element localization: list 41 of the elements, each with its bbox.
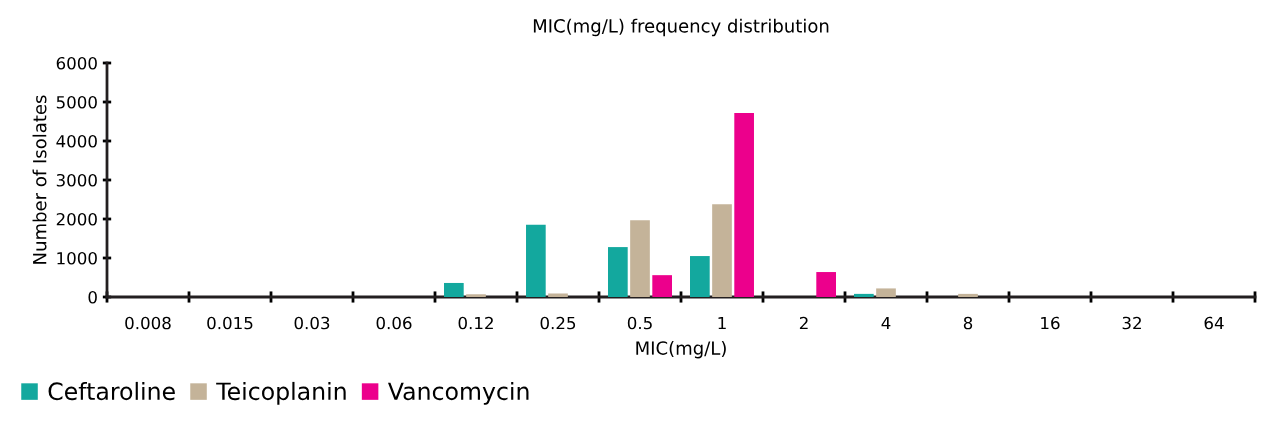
y-axis-title: Number of Isolates xyxy=(32,95,47,264)
x-tick-label: 0.03 xyxy=(294,316,330,330)
bar xyxy=(466,294,486,297)
bar xyxy=(690,256,710,297)
legend-label: Ceftaroline xyxy=(48,381,175,401)
x-tick-label: 64 xyxy=(1204,316,1224,330)
x-tick-label: 4 xyxy=(881,316,891,330)
legend-label: Vancomycin xyxy=(387,381,529,405)
y-tick-label: 5000 xyxy=(56,95,97,109)
y-tick-label: 1000 xyxy=(57,251,97,265)
bar xyxy=(548,293,568,297)
y-tick-label: 3000 xyxy=(56,173,97,187)
x-tick-label: 16 xyxy=(1041,316,1060,330)
x-tick-label: 0.25 xyxy=(540,316,576,330)
bar xyxy=(876,288,896,297)
bar xyxy=(816,272,836,297)
x-tick-label: 0.015 xyxy=(207,316,253,330)
bar xyxy=(630,220,650,297)
bar xyxy=(526,224,546,297)
legend-label: Teicoplanin xyxy=(216,381,346,405)
x-tick-label: 32 xyxy=(1122,316,1141,330)
x-tick-label: 0.06 xyxy=(376,316,412,330)
y-tick-label: 2000 xyxy=(56,212,97,226)
bar xyxy=(444,282,464,297)
x-tick-label: 0.5 xyxy=(627,316,652,330)
bar xyxy=(608,247,628,297)
chart-title: MIC(mg/L) frequency distribution xyxy=(533,18,829,37)
x-axis-title: MIC(mg/L) xyxy=(636,340,726,359)
y-tick-label: 6000 xyxy=(56,56,97,70)
bar xyxy=(652,275,672,297)
x-tick-label: 2 xyxy=(799,316,808,330)
bar xyxy=(734,112,754,297)
x-tick-label: 0.008 xyxy=(125,316,171,330)
bar xyxy=(958,293,978,297)
y-tick-label: 0 xyxy=(88,290,97,304)
x-tick-label: 8 xyxy=(963,316,973,330)
x-tick-label: 0.12 xyxy=(458,316,493,330)
bar xyxy=(854,293,874,297)
bar xyxy=(712,204,732,297)
x-tick-label: 1 xyxy=(718,316,726,330)
y-tick-label: 4000 xyxy=(56,134,97,148)
